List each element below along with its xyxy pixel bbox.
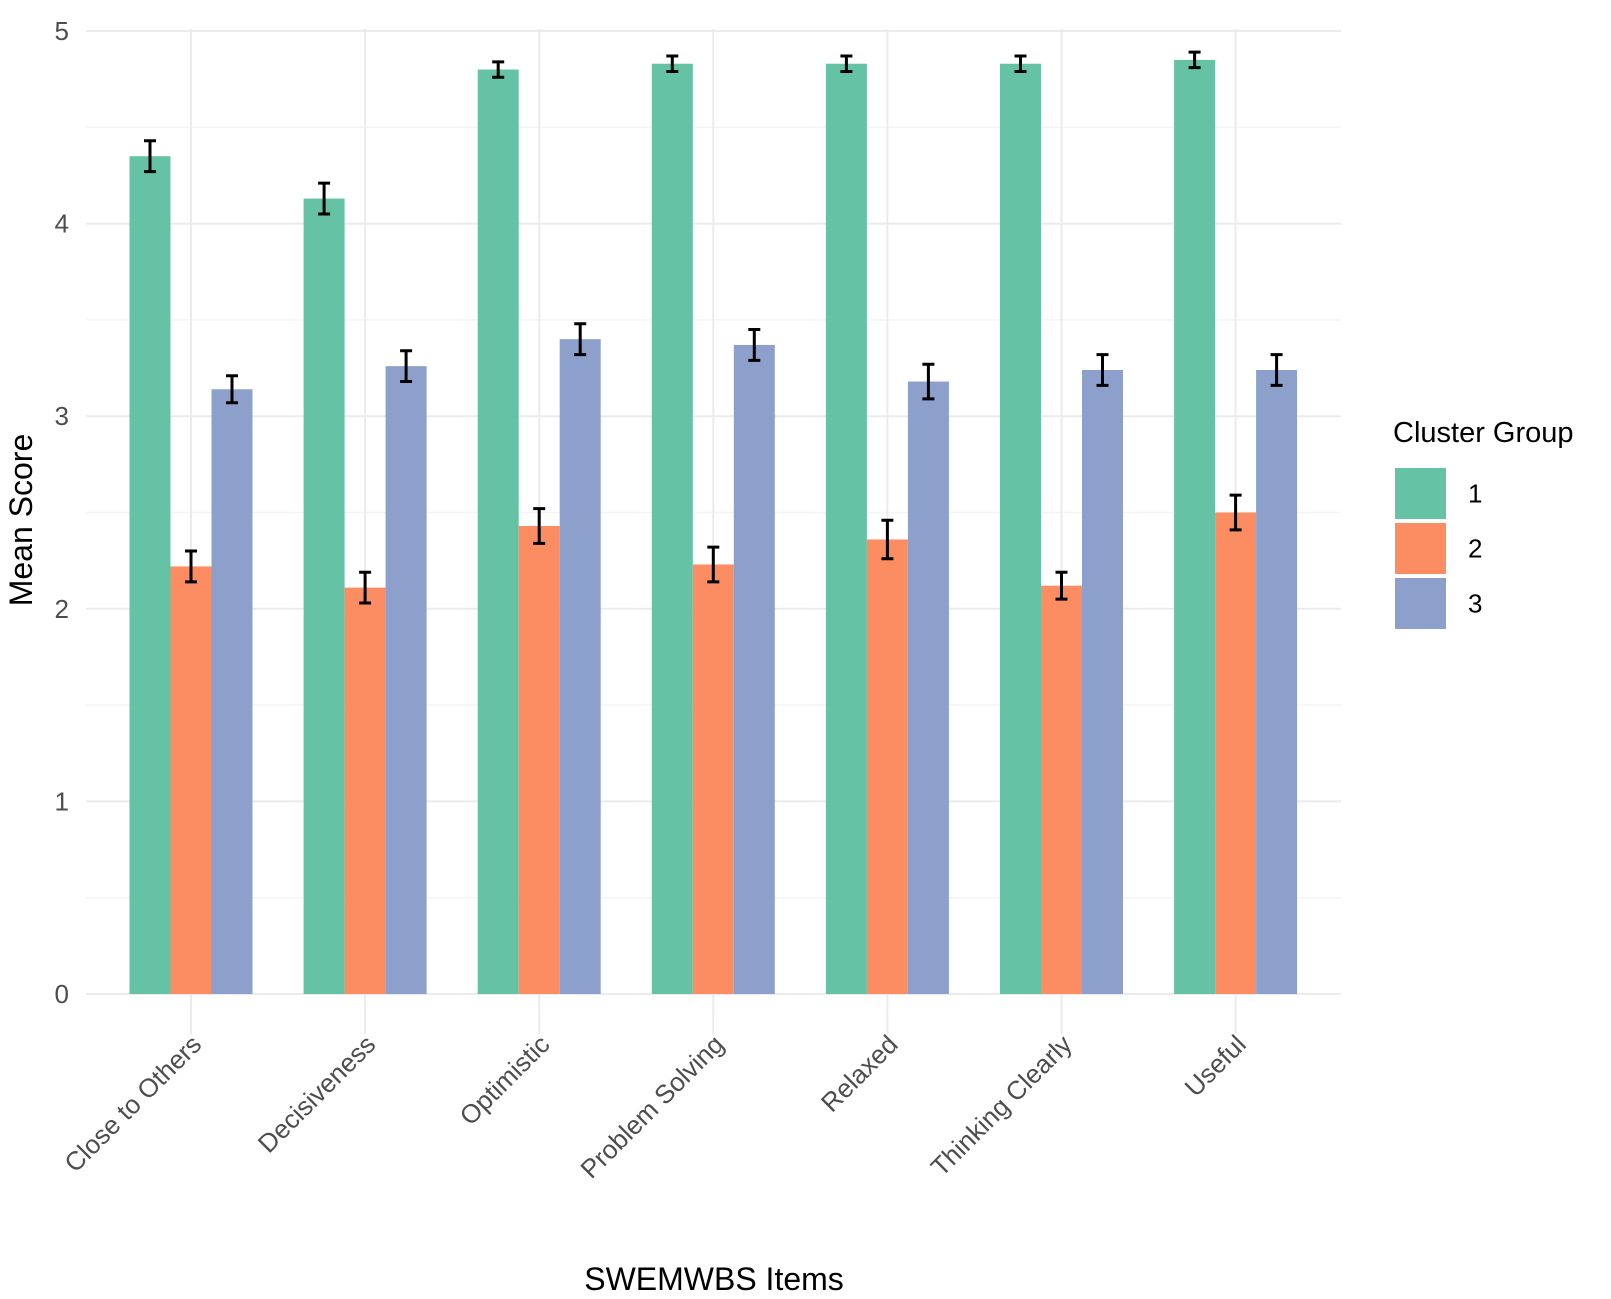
bar-series-2-relaxed [866, 539, 908, 994]
error-bar-series-2 [881, 518, 894, 561]
bar-series-2-decisiveness [344, 587, 386, 994]
legend-label-1: 1 [1468, 479, 1482, 509]
error-bar-series-3 [922, 362, 935, 401]
bar-series-1-decisiveness [303, 198, 345, 994]
y-tick-label: 3 [55, 401, 69, 431]
error-bar-series-3 [1270, 353, 1283, 387]
error-bar-series-1 [666, 54, 679, 73]
error-bar-series-1 [318, 181, 331, 216]
bar-series-3-relaxed [907, 381, 949, 995]
y-tick-label: 2 [55, 594, 69, 624]
error-bar-series-1 [492, 60, 505, 79]
x-tick-label: Close to Others [58, 1029, 207, 1178]
bar-series-2-problem-solving [692, 564, 734, 994]
y-axis-title: Mean Score [3, 434, 39, 607]
legend-label-3: 3 [1468, 589, 1482, 619]
bar-series-3-thinking-clearly [1082, 369, 1123, 994]
bars [129, 59, 1298, 995]
bar-series-3-close-to-others [211, 389, 253, 995]
bar-series-1-problem-solving [651, 63, 693, 994]
legend-key-3 [1395, 578, 1446, 629]
error-bar-series-2 [1229, 493, 1242, 532]
x-tick-label: Decisiveness [252, 1029, 382, 1159]
bar-series-1-thinking-clearly [1000, 63, 1041, 994]
bar-series-2-thinking-clearly [1041, 585, 1082, 994]
x-tick-label: Thinking Clearly [925, 1029, 1078, 1182]
error-bar-series-2 [533, 507, 546, 545]
y-tick-label: 4 [55, 209, 69, 239]
bar-series-3-problem-solving [733, 344, 775, 994]
error-bar-series-1 [1014, 54, 1027, 73]
x-axis-ticks: Close to Others Decisiveness Optimistic Pro… [58, 1029, 1252, 1184]
bar-series-1-relaxed [825, 63, 867, 994]
x-tick-label: Problem Solving [574, 1029, 729, 1184]
legend-key-2 [1395, 523, 1446, 574]
x-tick-label: Relaxed [815, 1029, 904, 1118]
legend-title: Cluster Group [1393, 417, 1574, 449]
error-bar-series-2 [707, 545, 720, 584]
bar-series-3-useful [1256, 369, 1298, 994]
error-bar-series-2 [359, 570, 372, 605]
y-tick-label: 0 [55, 979, 69, 1009]
error-bar-series-3 [574, 322, 587, 357]
bar-series-2-optimistic [518, 525, 560, 994]
error-bar-series-2 [1055, 570, 1068, 601]
error-bar-series-3 [226, 374, 238, 405]
y-tick-label: 1 [55, 786, 69, 816]
error-bar-series-3 [748, 328, 761, 362]
y-axis-ticks: 0 1 2 3 4 5 [55, 16, 69, 1009]
x-tick-label: Useful [1179, 1029, 1252, 1102]
error-bar-series-2 [185, 549, 197, 584]
bar-series-1-useful [1174, 59, 1216, 994]
bar-series-2-useful [1215, 512, 1257, 994]
error-bar-series-3 [1096, 353, 1109, 387]
error-bar-series-1 [1188, 50, 1201, 70]
x-axis-title: SWEMWBS Items [584, 1261, 844, 1297]
y-tick-label: 5 [55, 16, 69, 46]
error-bar-series-3 [400, 349, 413, 384]
bar-series-3-optimistic [559, 339, 601, 994]
x-tick-label: Optimistic [454, 1029, 556, 1131]
error-bar-series-1 [840, 54, 853, 73]
bar-series-3-decisiveness [385, 366, 427, 994]
legend-key-1 [1395, 468, 1446, 519]
error-bar-series-1 [144, 139, 156, 174]
legend: Cluster Group 1 2 3 [1393, 417, 1574, 629]
bar-series-1-close-to-others [129, 156, 171, 994]
legend-label-2: 2 [1468, 534, 1482, 564]
bar-series-2-close-to-others [170, 566, 212, 994]
error-bars [144, 50, 1283, 605]
bar-series-1-optimistic [477, 69, 519, 994]
